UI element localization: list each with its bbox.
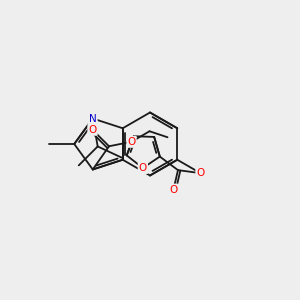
Text: O: O [169, 184, 178, 195]
Text: O: O [88, 125, 97, 135]
Text: O: O [128, 137, 136, 147]
Text: O: O [196, 168, 205, 178]
Text: N: N [89, 113, 97, 124]
Text: O: O [139, 163, 147, 173]
